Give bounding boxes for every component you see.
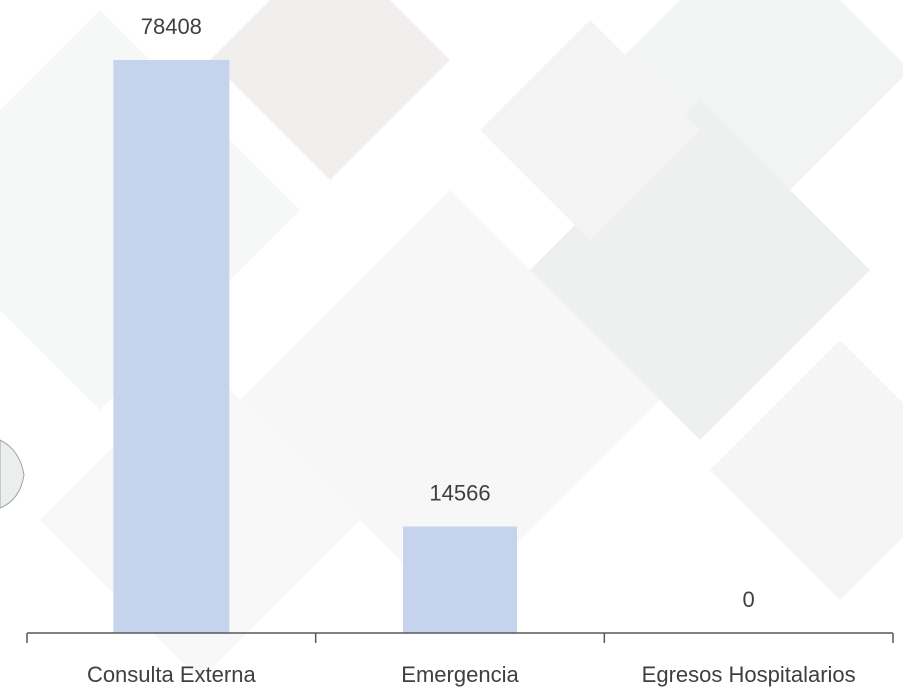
x-tick-label: Consulta Externa xyxy=(87,662,257,687)
data-labels-group: 78408 14566 0 xyxy=(141,14,755,612)
bars-group xyxy=(113,60,517,633)
data-label: 78408 xyxy=(141,14,202,39)
background-diamond xyxy=(210,0,450,180)
background-diamond xyxy=(610,0,903,220)
background-diamond xyxy=(480,20,700,240)
x-axis: Consulta Externa Emergencia Egresos Hospit… xyxy=(26,632,894,687)
bar xyxy=(403,526,517,633)
decorative-shape xyxy=(0,439,25,509)
bar xyxy=(113,60,230,633)
data-label: 0 xyxy=(743,587,755,612)
x-tick-label: Emergencia xyxy=(401,662,519,687)
background-diamond xyxy=(710,340,903,600)
data-label: 14566 xyxy=(429,481,490,506)
x-tick-label: Egresos Hospitalarios xyxy=(642,662,856,687)
